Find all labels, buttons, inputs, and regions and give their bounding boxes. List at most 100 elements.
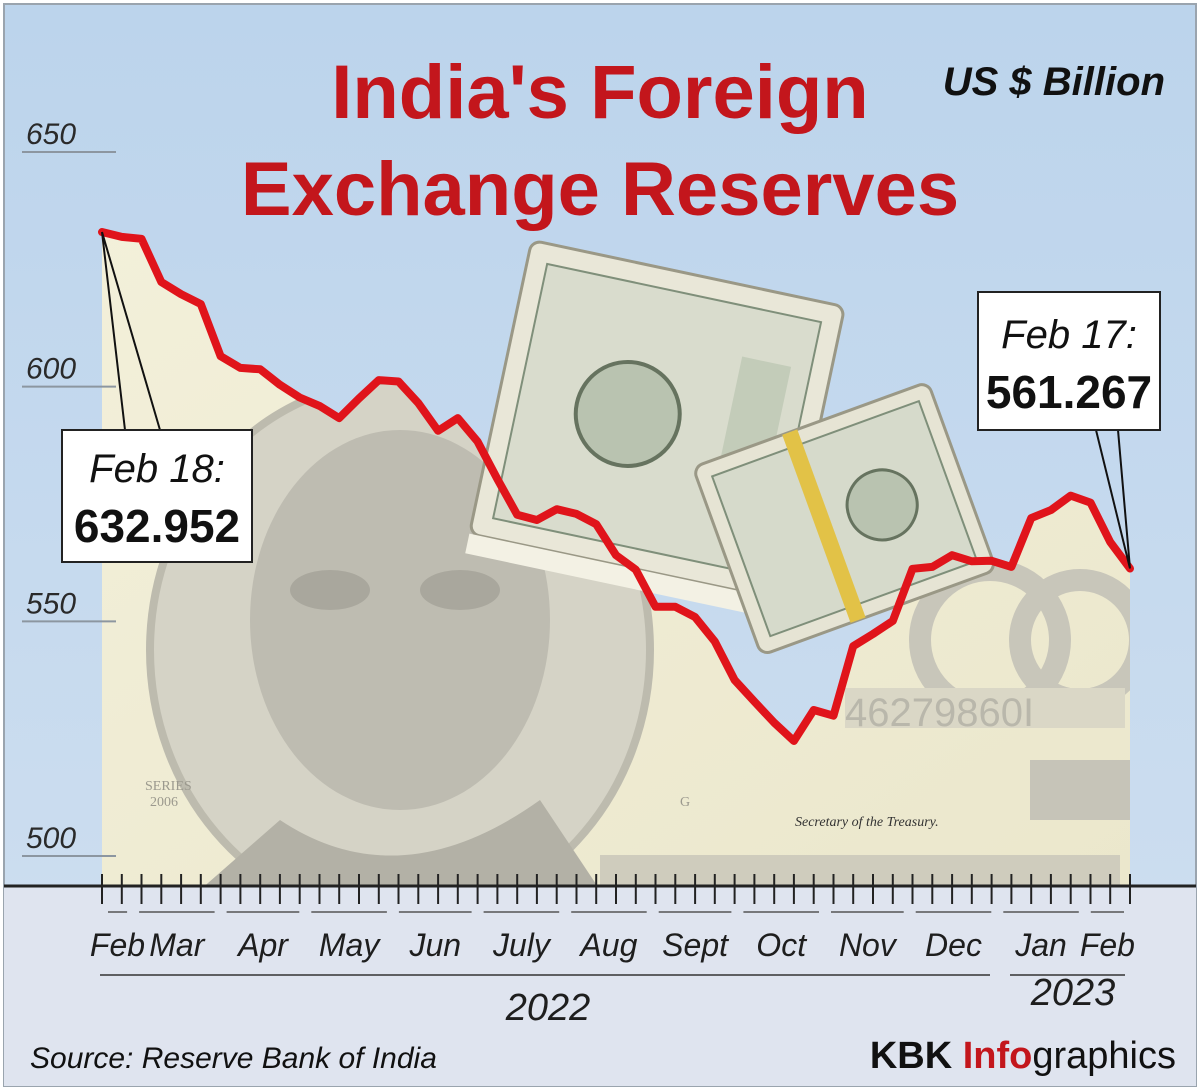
x-tick-label: Dec <box>925 927 982 963</box>
data-point <box>1067 492 1074 499</box>
data-point <box>731 677 738 683</box>
x-axis-labels: Feb Mar Apr May Jun July Aug Sept Oct Nov Dec Jan Fe… <box>90 911 1135 963</box>
data-point <box>672 603 679 610</box>
data-point <box>1008 563 1015 570</box>
data-point <box>1047 507 1054 514</box>
data-point <box>1087 499 1094 506</box>
x-axis-ticks <box>101 874 1131 904</box>
unit-label: US $ Billion <box>943 60 1165 104</box>
data-point <box>356 395 362 402</box>
data-point <box>593 521 600 528</box>
data-point <box>514 511 521 518</box>
y-tick-label: 500 <box>26 822 76 855</box>
callout-end-value: 561.267 <box>986 366 1152 418</box>
callout-start-pointer <box>101 231 161 431</box>
data-point <box>276 381 283 388</box>
serial-number-text: 46279860I <box>845 691 1034 735</box>
x-tick-label: Aug <box>578 927 637 963</box>
data-point <box>573 510 580 517</box>
data-point <box>375 377 382 384</box>
data-point <box>949 552 956 559</box>
callout-start-value: 632.952 <box>74 500 240 552</box>
year-label-2022: 2022 <box>505 987 591 1029</box>
data-point <box>751 698 758 705</box>
data-point <box>257 366 264 373</box>
data-point <box>178 291 185 298</box>
callout-end-box <box>977 291 1161 431</box>
callout-start-box <box>61 429 253 563</box>
data-point <box>870 631 876 637</box>
data-point <box>850 643 857 650</box>
x-tick-label: Apr <box>236 927 289 963</box>
data-point <box>316 402 323 409</box>
source-text: Source: Reserve Bank of India <box>30 1042 437 1075</box>
data-point <box>217 353 224 360</box>
brand-part-1: KBK <box>870 1035 963 1077</box>
x-tick-label: May <box>319 927 381 963</box>
data-point <box>454 415 461 422</box>
data-point <box>415 400 422 407</box>
series-note-text: SERIES <box>145 779 192 794</box>
data-point <box>237 364 244 371</box>
callouts: Feb 18: 632.952 Feb 17: 561.267 <box>61 231 1161 569</box>
x-tick-label: Sept <box>662 927 729 963</box>
note-letter-text: G <box>680 795 690 810</box>
money-rolls-illustration <box>465 240 995 655</box>
x-tick-label: Oct <box>756 927 807 963</box>
brand-logo: KBK Infographics <box>870 1035 1176 1077</box>
data-point <box>711 638 718 645</box>
data-point <box>395 378 402 385</box>
x-tick-label: July <box>492 927 552 963</box>
x-tick-label: Jan <box>1014 927 1067 963</box>
data-point <box>889 617 896 624</box>
y-tick-label: 600 <box>26 353 76 386</box>
data-point <box>1107 539 1114 545</box>
data-point <box>158 279 165 285</box>
data-point <box>435 427 442 434</box>
data-point <box>118 233 125 240</box>
data-point <box>790 738 797 744</box>
data-point <box>474 438 481 445</box>
chart-title-line-2: Exchange Reserves <box>241 147 959 232</box>
x-tick-label: Mar <box>149 927 205 963</box>
brand-part-2: Info <box>963 1035 1033 1077</box>
data-point <box>830 712 837 719</box>
chart-title-line-1: India's Foreign <box>331 50 868 135</box>
data-point <box>1127 565 1133 572</box>
callout-end-pointer <box>1095 429 1131 569</box>
data-point <box>553 506 560 513</box>
y-axis: 500 550 600 650 <box>22 118 116 857</box>
data-point <box>99 229 105 235</box>
data-point <box>771 719 778 726</box>
data-point <box>494 476 501 483</box>
data-point <box>197 301 204 308</box>
callout-start-date: Feb 18: <box>89 447 225 491</box>
x-tick-label: Feb <box>1080 927 1135 963</box>
data-point <box>533 517 540 523</box>
data-point <box>336 415 343 422</box>
x-tick-label: Nov <box>839 927 898 963</box>
data-point <box>929 563 936 570</box>
y-tick-label: 550 <box>26 587 76 620</box>
x-tick-label: Jun <box>409 927 462 963</box>
data-point <box>632 566 639 573</box>
treasury-text: Secretary of the Treasury. <box>795 815 939 830</box>
data-point <box>613 552 619 559</box>
data-point <box>968 558 975 565</box>
axis-band <box>4 886 1196 1086</box>
data-point <box>692 614 699 621</box>
year-label-2023: 2023 <box>1030 972 1116 1014</box>
data-point <box>296 394 303 401</box>
data-point <box>810 707 817 713</box>
data-point <box>1028 515 1035 522</box>
data-point <box>909 565 916 572</box>
y-tick-label: 650 <box>26 118 76 151</box>
brand-part-3: graphics <box>1032 1035 1176 1077</box>
callout-end-date: Feb 17: <box>1001 313 1137 357</box>
x-tick-label: Feb <box>90 927 145 963</box>
data-point <box>138 235 145 242</box>
series-points <box>99 229 1133 744</box>
data-point <box>652 603 659 610</box>
